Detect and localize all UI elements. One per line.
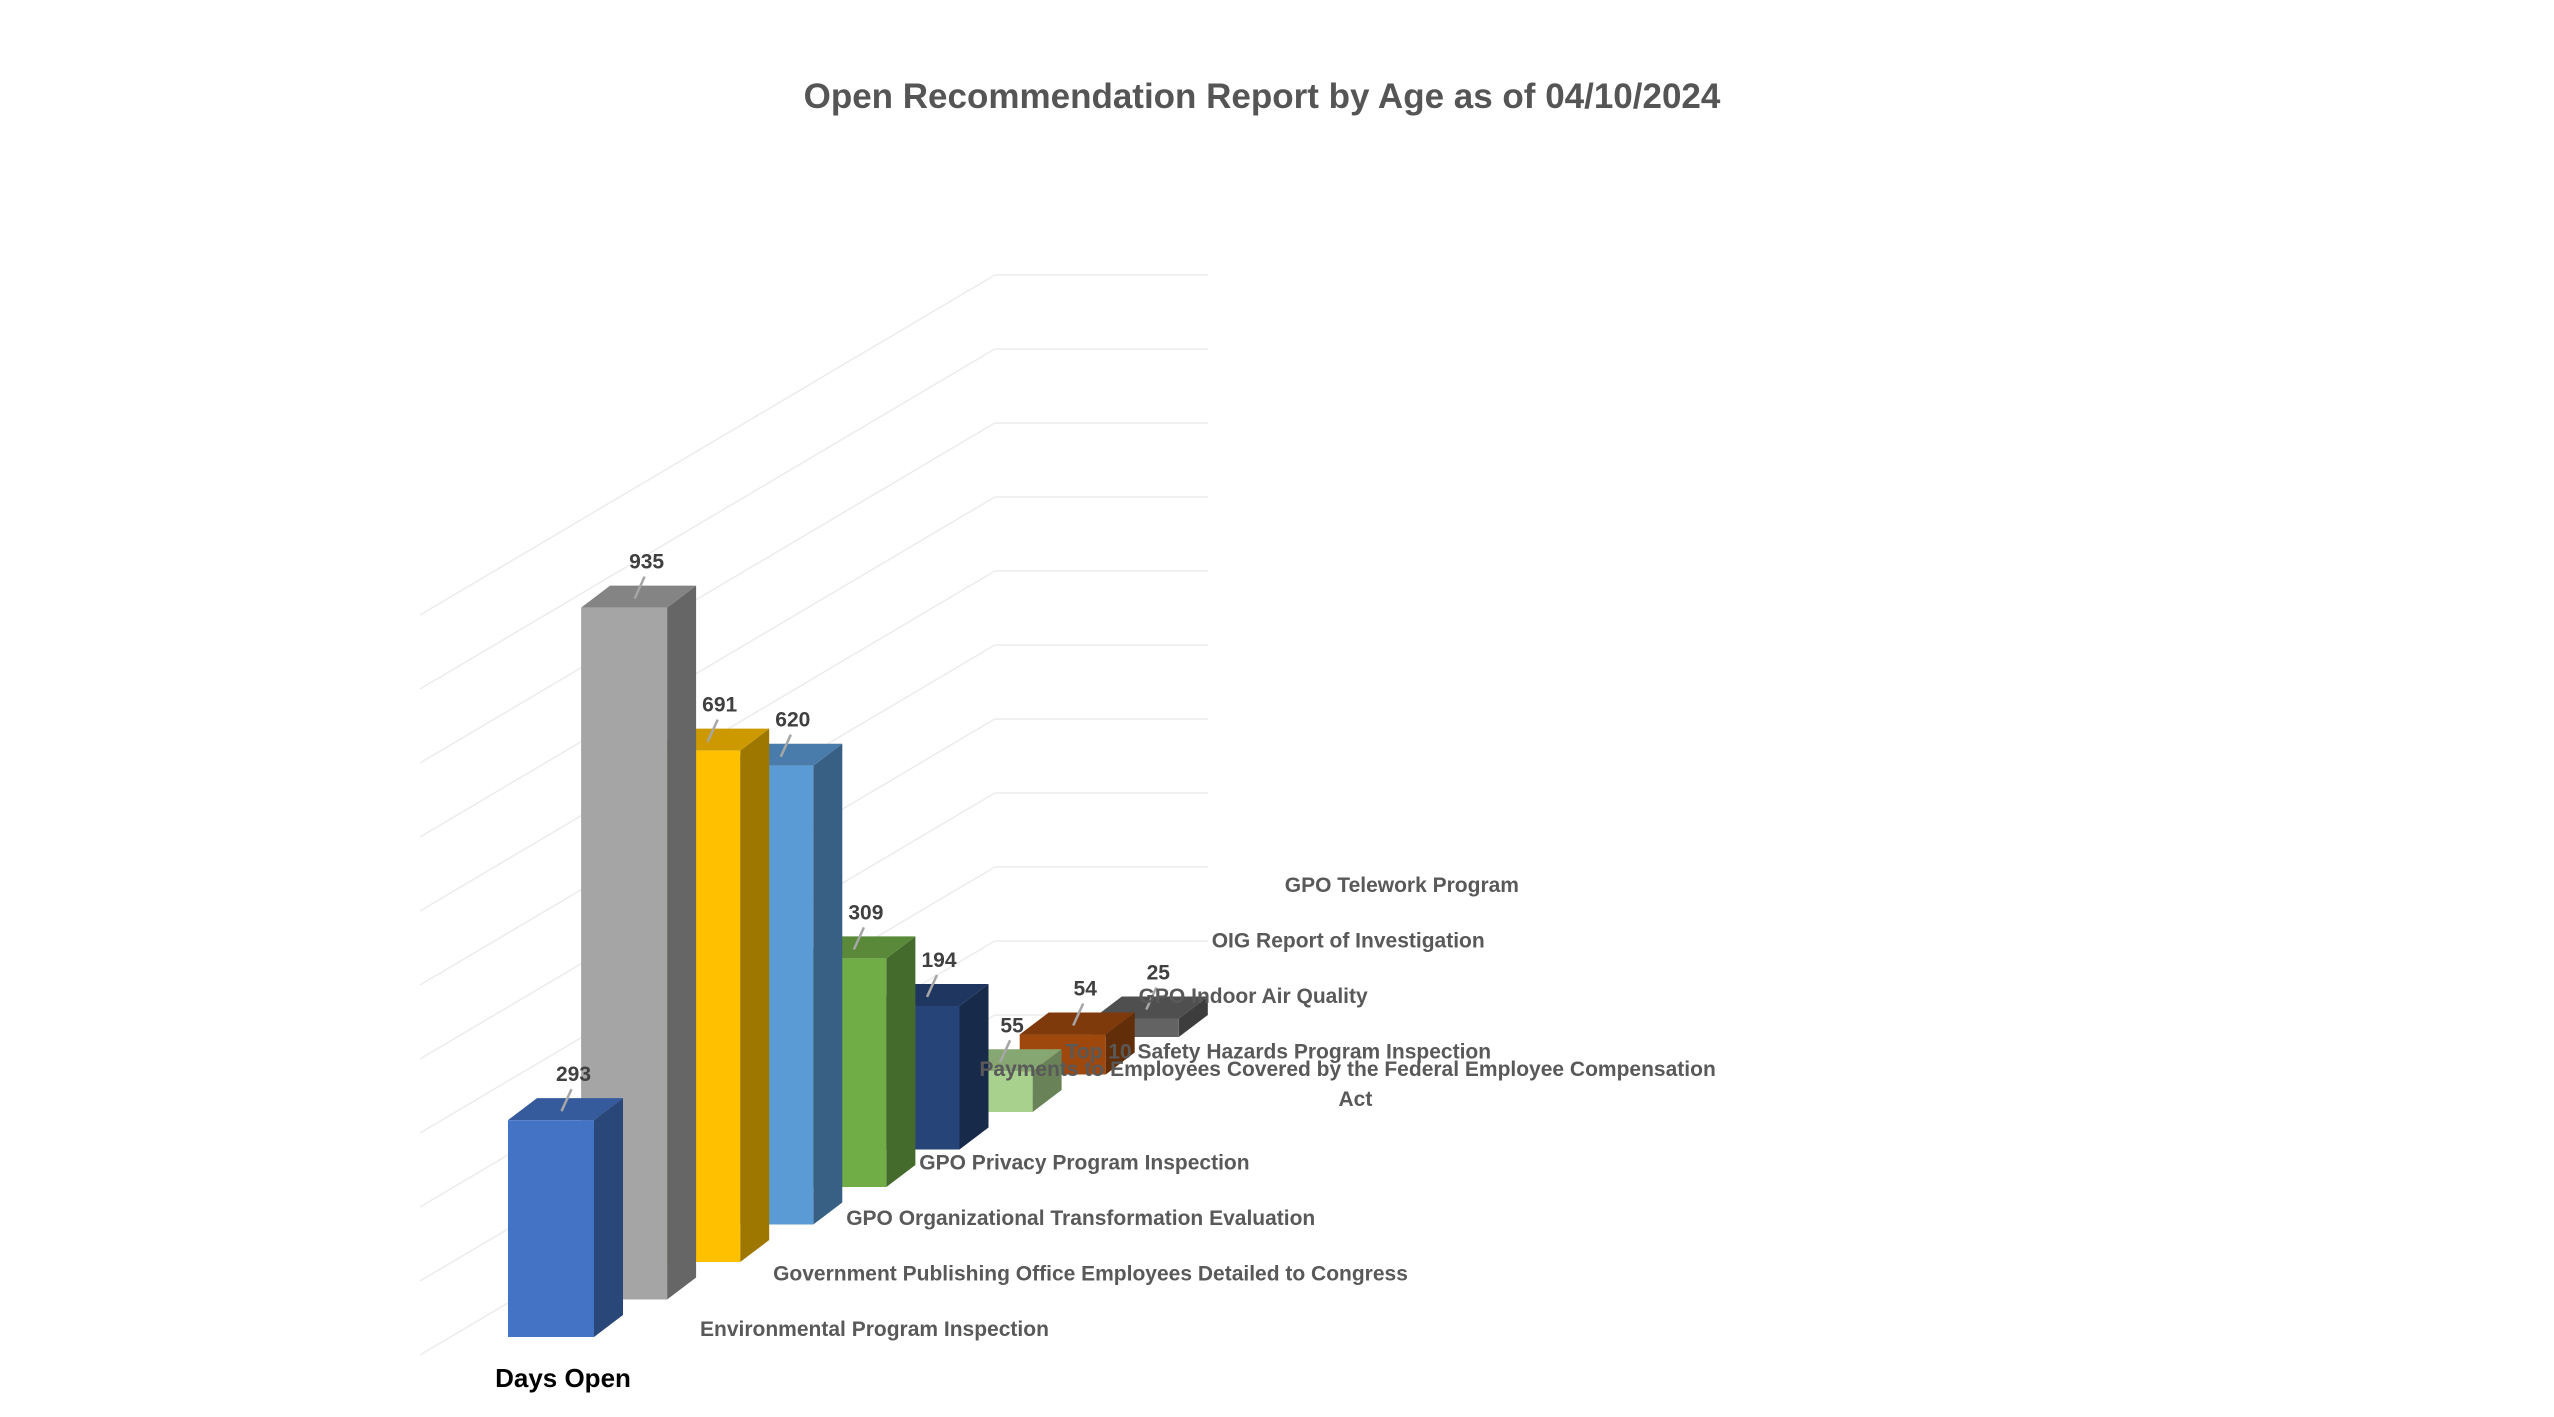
- value-label: 309: [848, 901, 883, 924]
- bar-side: [1178, 996, 1208, 1037]
- value-leader-line: [852, 926, 866, 950]
- bar-side: [959, 983, 989, 1150]
- labels: 25 54 55 194 309 620 691 935 293 Environmental Pr…: [556, 551, 1716, 1341]
- category-label: GPO Indoor Air Quality: [1139, 985, 1368, 1008]
- value-leader-line: [779, 734, 792, 758]
- value-leader-line: [925, 974, 939, 998]
- series-axis-label: Days Open: [495, 1363, 631, 1393]
- bar-side: [594, 1098, 623, 1337]
- bar-side: [813, 743, 843, 1225]
- gridline: [419, 422, 1208, 764]
- value-leader-line: [1145, 986, 1158, 1011]
- value-label: 54: [1074, 978, 1098, 1001]
- bar-top: [508, 1098, 623, 1121]
- gridline: [419, 348, 1208, 690]
- bars: [508, 585, 1208, 1337]
- value-leader-line: [633, 576, 646, 600]
- category-label: Payments to Employees Covered by the Fed…: [979, 1058, 1715, 1111]
- category-label: GPO Telework Program: [1285, 874, 1519, 897]
- category-label: Environmental Program Inspection: [700, 1318, 1049, 1341]
- bar-top: [581, 585, 697, 608]
- bar-side: [667, 585, 697, 1300]
- category-label: Government Publishing Office Employees D…: [773, 1263, 1408, 1286]
- category-label: GPO Privacy Program Inspection: [919, 1152, 1249, 1175]
- value-label: 293: [556, 1063, 591, 1086]
- bar-side: [1032, 1049, 1062, 1112]
- bar-top: [1019, 1012, 1135, 1035]
- value-leader-line: [706, 719, 719, 743]
- gridline: [419, 274, 1208, 616]
- bar-front: [508, 1120, 594, 1337]
- value-leader-line: [998, 1039, 1012, 1063]
- bar: [508, 1098, 623, 1337]
- value-label: 935: [629, 551, 664, 574]
- chart-title: Open Recommendation Report by Age as of …: [804, 77, 1721, 116]
- bar-side: [886, 936, 916, 1187]
- value-label: 194: [921, 949, 956, 972]
- bar-side: [1105, 1012, 1135, 1075]
- value-leader-line: [1072, 1003, 1085, 1027]
- category-label: GPO Organizational Transformation Evalua…: [846, 1207, 1315, 1230]
- value-label: 691: [702, 694, 737, 717]
- value-leader-line: [560, 1088, 573, 1112]
- value-label: 620: [775, 709, 810, 732]
- value-label: 25: [1147, 962, 1171, 985]
- value-label: 55: [1000, 1014, 1024, 1037]
- category-label: OIG Report of Investigation: [1212, 930, 1485, 953]
- category-label: Top 10 Safety Hazards Program Inspection: [1066, 1041, 1492, 1064]
- bar-side: [740, 728, 770, 1262]
